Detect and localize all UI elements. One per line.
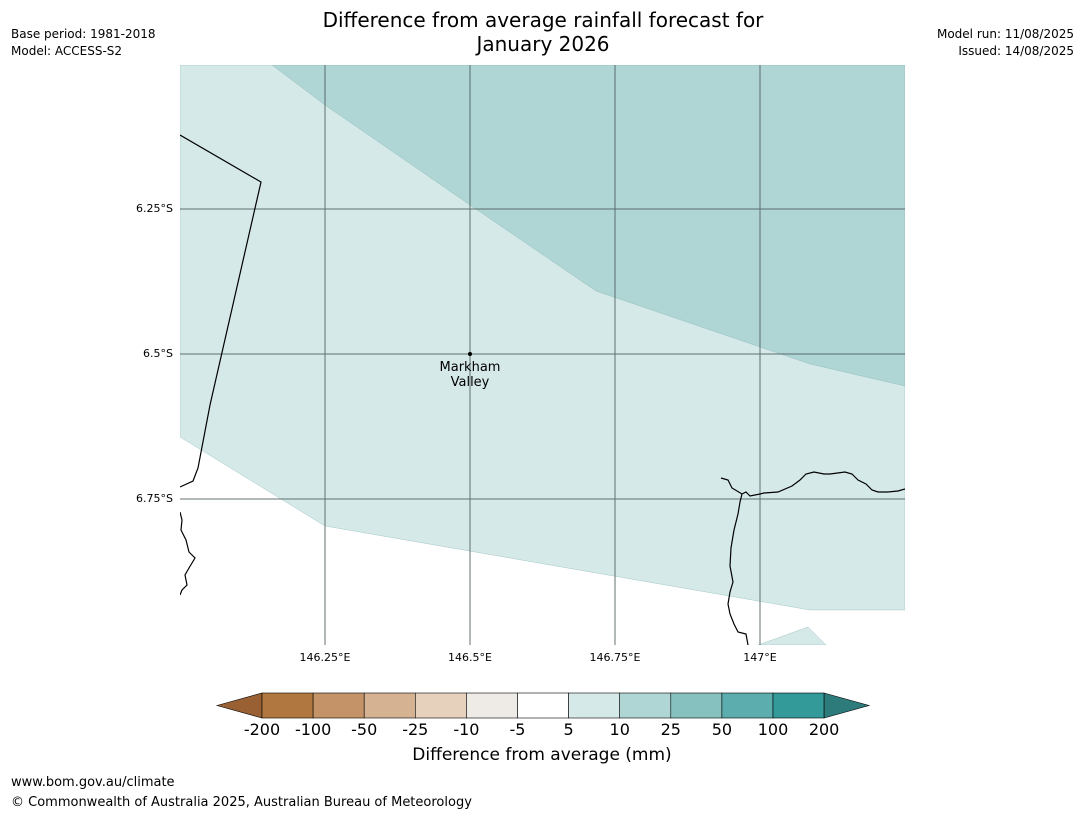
town-marker-markham-valley bbox=[468, 352, 472, 356]
lat-label-6.25: 6.25°S bbox=[136, 202, 173, 215]
lon-label-146.5: 146.5°E bbox=[448, 651, 492, 664]
title-line-1: Difference from average rainfall forecas… bbox=[322, 8, 764, 32]
lon-label-147: 147°E bbox=[743, 651, 777, 664]
colorbar-swatch-3 bbox=[414, 692, 467, 719]
issued-text: Issued: 14/08/2025 bbox=[958, 44, 1074, 58]
town-label: Markham Valley bbox=[440, 360, 501, 390]
town-name-line-1: Markham bbox=[439, 360, 501, 375]
colorbar-title: Difference from average (mm) bbox=[412, 745, 672, 765]
model-text: Model: ACCESS-S2 bbox=[11, 44, 123, 58]
river bbox=[727, 493, 749, 645]
colorbar-tick-1: -100 bbox=[294, 720, 332, 739]
colorbar-swatch-5 bbox=[517, 692, 569, 719]
map-title: Difference from average rainfall forecas… bbox=[243, 8, 843, 56]
colorbar-swatches bbox=[215, 692, 871, 719]
colorbar-extend-low bbox=[215, 692, 263, 719]
town-name-line-2: Valley bbox=[450, 375, 490, 390]
colorbar-tick-9: 50 bbox=[711, 720, 733, 739]
base-period-text: Base period: 1981-2018 bbox=[11, 27, 156, 41]
boundary-line bbox=[180, 134, 262, 488]
colorbar-swatch-0 bbox=[261, 692, 314, 719]
header-right: Model run: 11/08/2025 Issued: 14/08/2025 bbox=[937, 26, 1074, 60]
colorbar-tick-2: -50 bbox=[351, 720, 378, 739]
coast-east bbox=[720, 471, 905, 497]
colorbar-swatch-6 bbox=[568, 692, 620, 719]
lat-label-6.5: 6.5°S bbox=[143, 347, 173, 360]
rain-band-5-10-corner bbox=[757, 626, 827, 645]
model-run-text: Model run: 11/08/2025 bbox=[936, 27, 1074, 41]
colorbar-swatch-2 bbox=[363, 692, 416, 719]
colorbar-tick-0: -200 bbox=[243, 720, 281, 739]
footer-copyright: © Commonwealth of Australia 2025, Austra… bbox=[11, 795, 472, 810]
title-line-2: January 2026 bbox=[476, 32, 610, 56]
header-left: Base period: 1981-2018 Model: ACCESS-S2 bbox=[11, 26, 156, 60]
colorbar-tick-10: 100 bbox=[757, 720, 789, 739]
colorbar-extend-high bbox=[823, 692, 871, 719]
colorbar-tick-4: -10 bbox=[453, 720, 480, 739]
lat-label-6.75: 6.75°S bbox=[136, 492, 173, 505]
coast-west bbox=[180, 511, 196, 596]
coastline bbox=[180, 134, 905, 645]
colorbar-swatch-10 bbox=[772, 692, 825, 719]
colorbar-swatch-9 bbox=[721, 692, 774, 719]
lon-label-146.75: 146.75°E bbox=[589, 651, 641, 664]
colorbar-swatch-8 bbox=[670, 692, 723, 719]
colorbar-tick-5: -5 bbox=[509, 720, 526, 739]
colorbar-swatch-7 bbox=[619, 692, 672, 719]
colorbar-swatch-1 bbox=[312, 692, 365, 719]
rain-band-10-25 bbox=[271, 65, 905, 387]
colorbar-tick-11: 200 bbox=[808, 720, 840, 739]
colorbar-tick-7: 10 bbox=[609, 720, 630, 739]
colorbar-tick-6: 5 bbox=[563, 720, 574, 739]
colorbar-tick-8: 25 bbox=[660, 720, 681, 739]
lon-label-146.25: 146.25°E bbox=[299, 651, 351, 664]
colorbar-swatch-4 bbox=[466, 692, 518, 719]
footer-url: www.bom.gov.au/climate bbox=[11, 775, 175, 790]
colorbar-tick-3: -25 bbox=[402, 720, 429, 739]
